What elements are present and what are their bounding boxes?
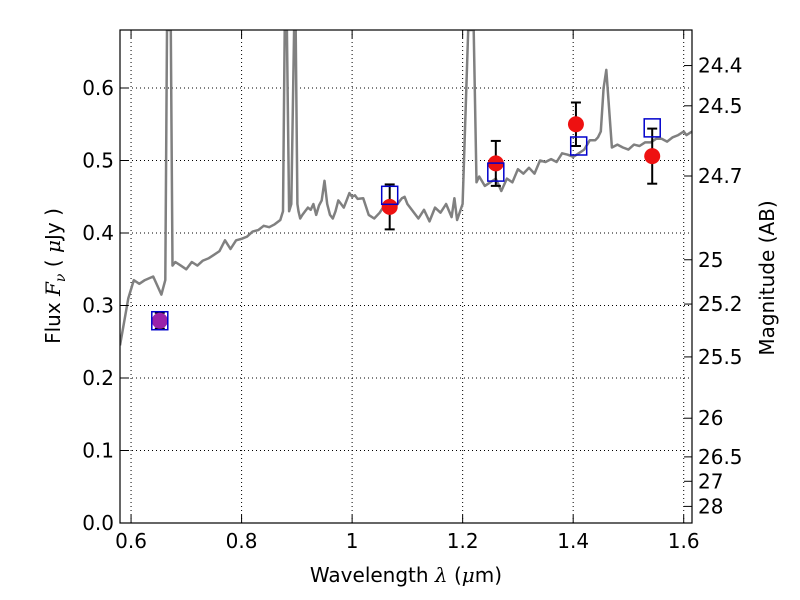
magnitude-tick-label: 26.5 bbox=[698, 445, 743, 469]
magnitude-tick-label: 24.4 bbox=[698, 54, 743, 78]
y-axis-ticks: 0.0 0.1 0.2 0.3 0.4 0.5 0.6 bbox=[82, 76, 128, 535]
observed-point bbox=[644, 148, 661, 165]
magnitude-axis-label: Magnitude (AB) bbox=[755, 200, 779, 355]
y-tick-label: 0.1 bbox=[82, 439, 114, 463]
y-tick-label: 0.4 bbox=[82, 221, 114, 245]
y-tick-label: 0.3 bbox=[82, 294, 114, 318]
magnitude-tick-label: 26 bbox=[698, 406, 723, 430]
y-axis-label: Flux Fν ( μJy ) bbox=[41, 208, 69, 344]
model-band-marker bbox=[643, 118, 661, 138]
y-tick-label: 0.5 bbox=[82, 149, 114, 173]
model-band-marker bbox=[151, 310, 169, 331]
y-tick-label: 0.6 bbox=[82, 76, 114, 100]
plot-area bbox=[120, 30, 692, 346]
model-band-marker bbox=[380, 185, 399, 206]
spectrum-line bbox=[120, 30, 692, 346]
observed-point bbox=[567, 116, 584, 133]
x-axis-ticks: 0.6 0.8 1 1.2 1.4 1.6 bbox=[115, 30, 700, 553]
grid-lines bbox=[120, 30, 692, 524]
x-tick-label: 1 bbox=[346, 529, 359, 553]
magnitude-tick-label: 25 bbox=[698, 248, 723, 272]
magnitude-tick-label: 25.2 bbox=[698, 292, 743, 316]
model-band-marker bbox=[569, 136, 588, 156]
x-tick-label: 0.8 bbox=[226, 529, 258, 553]
magnitude-tick-label: 24.5 bbox=[698, 94, 743, 118]
x-tick-label: 1.6 bbox=[668, 529, 700, 553]
x-tick-label: 1.4 bbox=[557, 529, 589, 553]
magnitude-tick-label: 27 bbox=[698, 469, 723, 493]
y-tick-label: 0.0 bbox=[82, 511, 114, 535]
x-axis-label: Wavelength λ (μm) bbox=[310, 563, 502, 587]
magnitude-tick-label: 28 bbox=[698, 494, 723, 518]
magnitude-tick-label: 25.5 bbox=[698, 345, 743, 369]
x-tick-label: 0.6 bbox=[115, 529, 147, 553]
model-band-marker bbox=[487, 162, 505, 182]
observed-point bbox=[381, 198, 398, 215]
observed-point bbox=[151, 312, 168, 329]
plot-frame bbox=[119, 29, 693, 524]
x-tick-label: 1.2 bbox=[447, 529, 479, 553]
magnitude-tick-label: 24.7 bbox=[698, 164, 743, 188]
y-tick-label: 0.2 bbox=[82, 366, 114, 390]
